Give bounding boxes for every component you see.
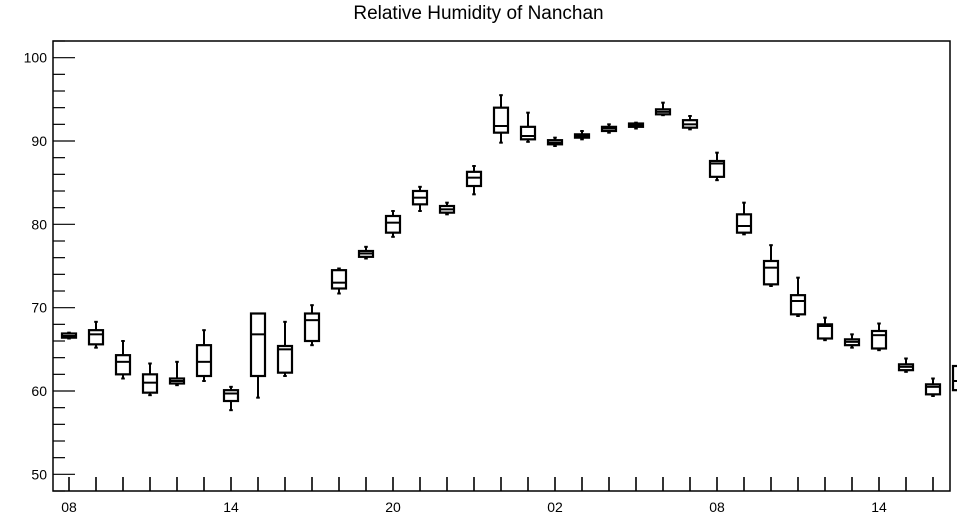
box-2 [114, 340, 132, 380]
iqr-box [465, 170, 483, 188]
box-14 [438, 201, 456, 216]
y-tick-label: 50 [31, 466, 47, 482]
iqr-box [87, 329, 105, 346]
y-axis: 50 60 70 80 90 100 [24, 40, 75, 492]
box-18 [546, 136, 564, 147]
y-tick-label: 100 [24, 50, 48, 66]
box-28 [816, 316, 834, 342]
y-tick-label: 90 [31, 133, 47, 149]
box-5 [195, 329, 213, 382]
iqr-box [222, 389, 240, 403]
box-26 [762, 244, 780, 287]
box-32 [924, 377, 942, 397]
box-11 [357, 245, 375, 260]
x-axis: 081420020814200208 [61, 477, 934, 515]
x-tick-label: 02 [547, 499, 563, 515]
box-12 [384, 210, 402, 238]
box-1 [87, 320, 105, 349]
x-tick-label: 08 [709, 499, 725, 515]
y-tick-label: 60 [31, 383, 47, 399]
x-tick-label: 08 [61, 499, 77, 515]
iqr-box [708, 159, 726, 178]
box-31 [897, 357, 915, 373]
box-3 [141, 362, 159, 397]
iqr-box [492, 106, 510, 134]
box-10 [330, 267, 348, 295]
iqr-box [816, 323, 834, 340]
iqr-box [384, 214, 402, 234]
iqr-box [870, 329, 888, 350]
box-series [60, 94, 957, 412]
iqr-box [951, 364, 957, 392]
box-29 [843, 333, 861, 349]
iqr-box [789, 294, 807, 316]
iqr-box [330, 269, 348, 290]
iqr-box [924, 383, 942, 396]
box-16 [492, 94, 510, 144]
box-22 [654, 101, 672, 117]
iqr-box [249, 312, 267, 378]
iqr-box [303, 312, 321, 343]
x-tick-label: 14 [871, 499, 887, 515]
iqr-box [114, 354, 132, 376]
iqr-box [519, 125, 537, 141]
box-25 [735, 201, 753, 236]
box-23 [681, 115, 699, 131]
box-21 [627, 121, 645, 130]
box-0 [60, 331, 78, 340]
box-33 [951, 364, 957, 392]
box-24 [708, 151, 726, 182]
box-27 [789, 276, 807, 317]
iqr-box [276, 344, 294, 374]
iqr-box [762, 259, 780, 286]
iqr-box [195, 344, 213, 378]
box-4 [168, 360, 186, 387]
x-tick-label: 20 [385, 499, 401, 515]
box-19 [573, 130, 591, 141]
box-6 [222, 385, 240, 412]
y-tick-label: 80 [31, 216, 47, 232]
box-15 [465, 165, 483, 196]
box-13 [411, 185, 429, 212]
chart-title: Relative Humidity of Nanchan [353, 3, 604, 24]
box-7 [249, 312, 267, 399]
iqr-box [735, 213, 753, 234]
box-9 [303, 304, 321, 347]
box-20 [600, 123, 618, 134]
box-8 [276, 320, 294, 377]
box-30 [870, 322, 888, 352]
box-17 [519, 111, 537, 143]
y-tick-label: 70 [31, 300, 47, 316]
x-tick-label: 14 [223, 499, 239, 515]
